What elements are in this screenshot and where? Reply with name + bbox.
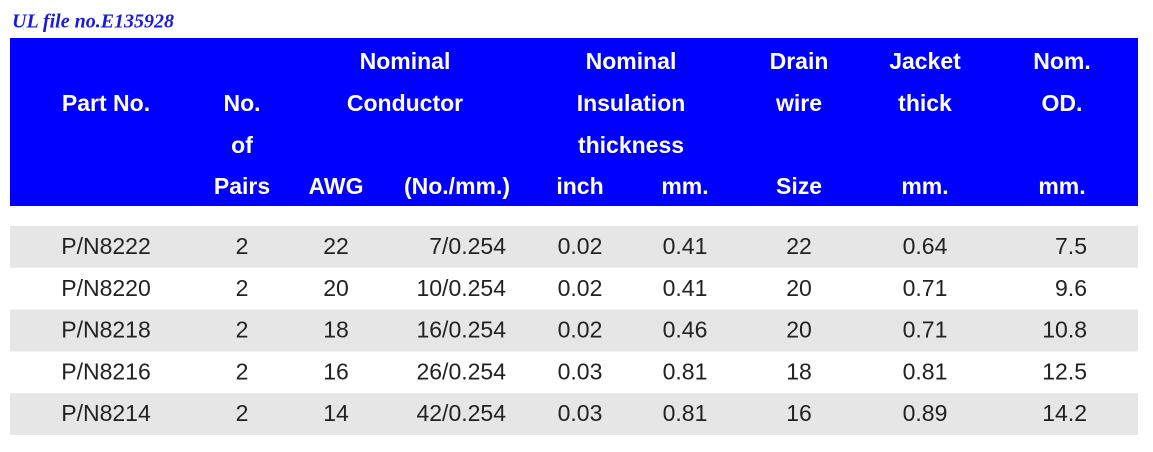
table-cell: 7.5	[1055, 233, 1087, 259]
table-cell: 0.71	[903, 275, 948, 301]
table-cell: 20	[323, 275, 349, 301]
table-row: P/N8220 2 20 10/0.254 0.02 0.41 20 0.71 9.6	[61, 275, 1087, 301]
table-cell: 20	[786, 275, 812, 301]
header-cell: Nominal	[360, 48, 451, 74]
table-cell: 7/0.254	[429, 233, 506, 259]
header-cell: Jacket	[889, 48, 961, 74]
header-cell: mm.	[1038, 173, 1085, 199]
table-cell: 0.71	[903, 317, 948, 343]
table-cell: 0.41	[663, 275, 708, 301]
table-cell: 0.03	[558, 358, 603, 384]
table-cell: P/N8216	[61, 358, 151, 384]
table-header: Part No. No. of Pairs Nominal Conductor …	[62, 48, 1091, 199]
table-cell: 2	[236, 233, 249, 259]
header-cell: Drain	[770, 48, 829, 74]
header-cell: Nom.	[1033, 48, 1091, 74]
title: UL file no.E135928	[12, 11, 174, 33]
table-cell: 14	[323, 400, 349, 426]
header-cell: thickness	[578, 132, 684, 158]
table-cell: 22	[786, 233, 812, 259]
table-cell: P/N8214	[61, 400, 151, 426]
table-cell: 0.81	[663, 358, 708, 384]
header-cell: No.	[223, 90, 260, 116]
table-cell: 0.64	[903, 233, 948, 259]
table-body: P/N8222 2 22 7/0.254 0.02 0.41 22 0.64 7.5P/N822…	[10, 226, 1138, 435]
table-cell: 9.6	[1055, 275, 1087, 301]
table-cell: 20	[786, 317, 812, 343]
table-row: P/N8218 2 18 16/0.254 0.02 0.46 20 0.71 10.8	[10, 309, 1138, 352]
row-background	[10, 393, 1138, 435]
header-cell: Pairs	[214, 173, 270, 199]
table-cell: 0.41	[663, 233, 708, 259]
table-row: P/N8214 2 14 42/0.254 0.03 0.81 16 0.89 14.2	[10, 393, 1138, 435]
table-cell: 42/0.254	[416, 400, 506, 426]
table-cell: 0.02	[558, 233, 603, 259]
table-cell: 26/0.254	[416, 358, 506, 384]
header-cell: inch	[556, 173, 603, 199]
table-cell: 0.89	[903, 400, 948, 426]
header-cell: thick	[898, 90, 952, 116]
table-cell: 0.02	[558, 275, 603, 301]
table-cell: 0.46	[663, 317, 708, 343]
table-cell: 14.2	[1042, 400, 1087, 426]
header-cell: Insulation	[577, 90, 686, 116]
table-cell: 0.81	[903, 358, 948, 384]
table-cell: 0.02	[558, 317, 603, 343]
table-cell: 0.03	[558, 400, 603, 426]
table-cell: 2	[236, 358, 249, 384]
table-cell: 0.81	[663, 400, 708, 426]
header-cell: AWG	[309, 173, 364, 199]
table-cell: 22	[323, 233, 349, 259]
header-cell: mm.	[901, 173, 948, 199]
table-cell: 10.8	[1042, 317, 1087, 343]
header-cell: OD.	[1042, 90, 1083, 116]
table-cell: 16	[786, 400, 812, 426]
header-cell: wire	[775, 90, 822, 116]
table-cell: P/N8222	[61, 233, 151, 259]
header-cell: Nominal	[586, 48, 677, 74]
table-cell: 16	[323, 358, 349, 384]
header-background	[10, 38, 1138, 206]
table-cell: 2	[236, 400, 249, 426]
table-row: P/N8216 2 16 26/0.254 0.03 0.81 18 0.81 12.5	[61, 358, 1087, 384]
table-cell: P/N8220	[61, 275, 151, 301]
table-cell: 2	[236, 275, 249, 301]
table-cell: 12.5	[1042, 358, 1087, 384]
table-row: P/N8222 2 22 7/0.254 0.02 0.41 22 0.64 7.5	[10, 226, 1138, 268]
table-cell: 18	[323, 317, 349, 343]
header-cell: Part No.	[62, 90, 150, 116]
header-cell: Conductor	[347, 90, 463, 116]
header-cell: of	[231, 132, 253, 158]
row-background	[10, 309, 1138, 352]
table-cell: 16/0.254	[416, 317, 506, 343]
header-cell: mm.	[661, 173, 708, 199]
table-cell: 2	[236, 317, 249, 343]
header-cell: (No./mm.)	[404, 173, 510, 199]
table-cell: P/N8218	[61, 317, 151, 343]
table-cell: 18	[786, 358, 812, 384]
row-background	[10, 226, 1138, 268]
header-cell: Size	[776, 173, 822, 199]
table-cell: 10/0.254	[416, 275, 506, 301]
